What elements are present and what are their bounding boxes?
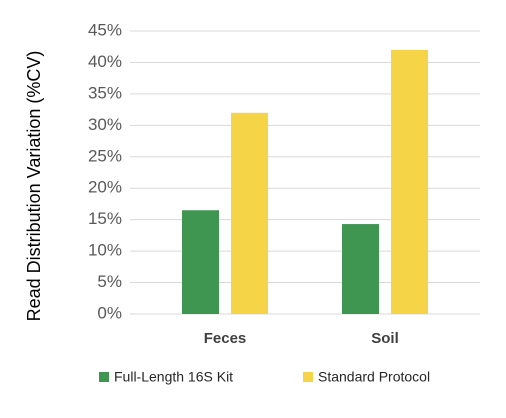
bar [182,210,219,314]
legend-swatch [303,372,313,382]
y-tick-label: 5% [97,272,122,291]
y-tick-label: 20% [88,178,122,197]
legend-label: Full-Length 16S Kit [114,369,233,385]
legend-swatch [99,372,109,382]
x-tick-label: Soil [371,330,399,347]
y-tick-label: 35% [88,83,122,102]
y-tick-label: 30% [88,115,122,134]
y-tick-label: 15% [88,209,122,228]
legend-label: Standard Protocol [318,369,430,385]
bar [342,224,379,314]
y-axis-label: Read Distribution Variation (%CV) [24,51,44,322]
y-tick-label: 45% [88,20,122,39]
y-tick-label: 40% [88,52,122,71]
y-tick-label: 0% [97,303,122,322]
x-tick-label: Feces [204,330,247,347]
y-tick-label: 25% [88,146,122,165]
bar [231,112,268,314]
y-tick-label: 10% [88,241,122,260]
bar [391,49,428,314]
